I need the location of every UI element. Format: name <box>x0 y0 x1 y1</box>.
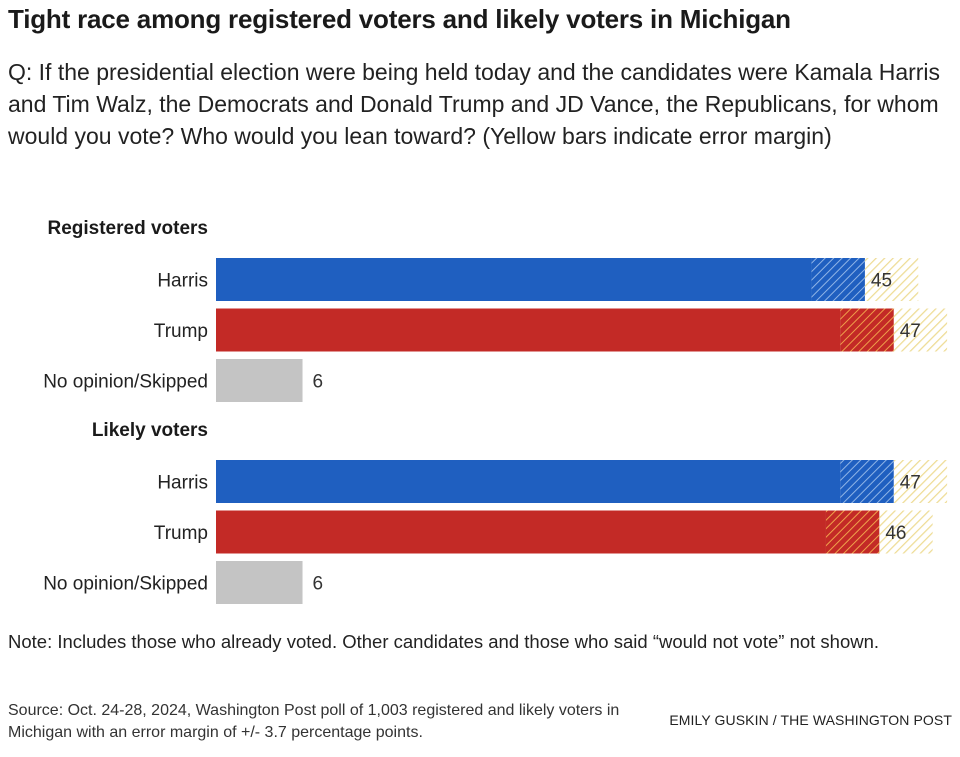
value-label-registered-voters-no-opinion-skipped: 6 <box>313 372 324 393</box>
bar-chart: Registered voters Harris 45 Trump 47 No opini… <box>43 218 948 604</box>
error-margin-lower-likely-voters-trump <box>825 510 880 554</box>
error-margin-lower-registered-voters-harris <box>811 258 865 301</box>
group-label-registered-voters: Registered voters <box>47 218 208 239</box>
value-label-likely-voters-harris: 47 <box>900 473 921 494</box>
error-margin-lower-registered-voters-trump <box>840 308 894 352</box>
error-margin-upper-likely-voters-harris <box>893 460 948 503</box>
category-label-likely-voters-no-opinion-skipped: No opinion/Skipped <box>43 574 208 595</box>
error-margin-lower-likely-voters-harris <box>840 460 894 503</box>
bar-registered-voters-trump <box>216 308 841 352</box>
chart-credit: EMILY GUSKIN / THE WASHINGTON POST <box>669 712 952 728</box>
value-label-registered-voters-trump: 47 <box>900 321 921 342</box>
value-label-registered-voters-harris: 45 <box>871 271 892 292</box>
chart-source: Source: Oct. 24-28, 2024, Washington Pos… <box>8 702 620 741</box>
value-label-likely-voters-no-opinion-skipped: 6 <box>313 574 324 595</box>
group-label-likely-voters: Likely voters <box>92 420 208 441</box>
chart-note: Note: Includes those who already voted. … <box>8 631 880 652</box>
bar-registered-voters-harris <box>216 258 812 301</box>
chart-title: Tight race among registered voters and l… <box>8 4 791 34</box>
error-margin-upper-likely-voters-trump <box>879 510 933 554</box>
error-margin-upper-registered-voters-trump <box>893 308 948 352</box>
bar-likely-voters-no-opinion-skipped <box>216 561 303 604</box>
category-label-registered-voters-trump: Trump <box>154 321 208 342</box>
survey-question: Q: If the presidential election were bei… <box>8 59 941 149</box>
category-label-registered-voters-no-opinion-skipped: No opinion/Skipped <box>43 372 208 393</box>
category-label-likely-voters-trump: Trump <box>154 523 208 544</box>
bar-likely-voters-harris <box>216 460 841 503</box>
value-label-likely-voters-trump: 46 <box>885 523 906 544</box>
category-label-registered-voters-harris: Harris <box>157 271 208 292</box>
error-margin-upper-registered-voters-harris <box>864 258 919 301</box>
bar-likely-voters-trump <box>216 510 826 554</box>
category-label-likely-voters-harris: Harris <box>157 473 208 494</box>
bar-registered-voters-no-opinion-skipped <box>216 359 303 402</box>
